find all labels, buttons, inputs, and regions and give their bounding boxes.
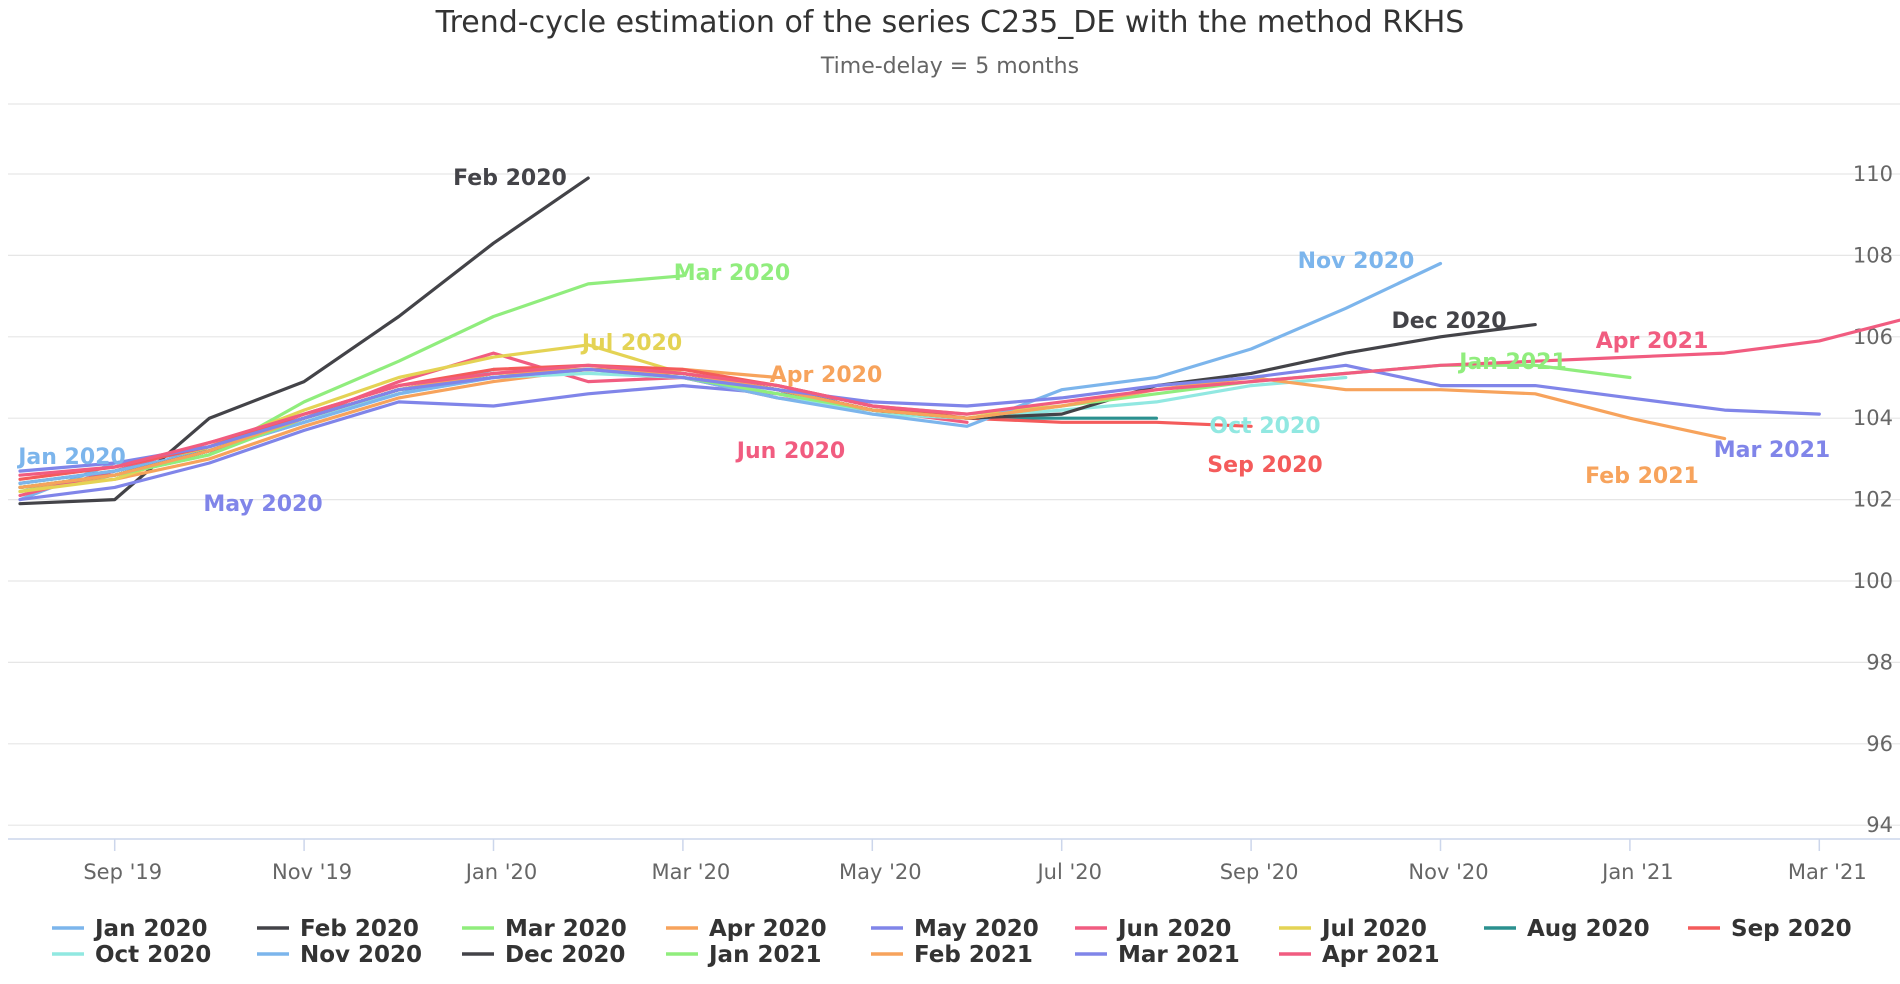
y-tick-label: 110 <box>1853 162 1893 186</box>
legend-item-sep-2020[interactable]: Sep 2020 <box>1688 916 1852 942</box>
series-label-nov-2020: Nov 2020 <box>1298 249 1415 274</box>
grid-lines <box>8 103 1900 840</box>
legend-label: May 2020 <box>914 916 1039 942</box>
legend-item-nov-2020[interactable]: Nov 2020 <box>257 942 422 968</box>
series-labels: Jan 2020 Feb 2020 Mar 2020 Apr 2020 May 2020… <box>16 166 1830 517</box>
x-axis-ticks: Sep '19 Nov '19 Jan '20 Mar '20 May '20 Jul '… <box>83 839 1867 884</box>
legend-item-mar-2021[interactable]: Mar 2021 <box>1075 942 1240 968</box>
series-label-sep-2020: Sep 2020 <box>1207 453 1322 478</box>
series-label-oct-2020: Oct 2020 <box>1209 414 1320 439</box>
series-line-apr-2021 <box>18 318 1900 477</box>
legend-label: Mar 2021 <box>1118 942 1240 968</box>
x-tick-label: Jul '20 <box>1035 860 1102 884</box>
y-tick-label: 96 <box>1866 732 1893 756</box>
y-tick-label: 108 <box>1853 243 1893 267</box>
legend-label: Apr 2020 <box>709 916 827 942</box>
legend-item-jul-2020[interactable]: Jul 2020 <box>1279 916 1427 942</box>
legend-item-mar-2020[interactable]: Mar 2020 <box>462 916 627 942</box>
series-label-may-2020: May 2020 <box>203 492 322 517</box>
x-tick-label: Nov '19 <box>272 860 352 884</box>
y-tick-label: 98 <box>1866 650 1893 674</box>
y-tick-label: 106 <box>1853 325 1893 349</box>
x-tick-label: Sep '19 <box>83 860 162 884</box>
y-tick-label: 94 <box>1866 813 1893 837</box>
legend: Jan 2020 Feb 2020 Mar 2020 Apr 2020 May 2020… <box>52 916 1852 968</box>
legend-label: Oct 2020 <box>95 942 211 968</box>
legend-item-jan-2020[interactable]: Jan 2020 <box>52 916 207 942</box>
legend-item-dec-2020[interactable]: Dec 2020 <box>462 942 625 968</box>
y-tick-label: 104 <box>1853 406 1893 430</box>
legend-label: Apr 2021 <box>1322 942 1440 968</box>
legend-label: Jul 2020 <box>1320 916 1427 942</box>
legend-item-jun-2020[interactable]: Jun 2020 <box>1075 916 1231 942</box>
legend-label: Feb 2020 <box>300 916 419 942</box>
series-label-mar-2020: Mar 2020 <box>674 261 790 286</box>
legend-item-may-2020[interactable]: May 2020 <box>871 916 1039 942</box>
series-label-apr-2020: Apr 2020 <box>770 363 883 388</box>
series-label-jun-2020: Jun 2020 <box>735 439 845 464</box>
x-tick-label: Jan '20 <box>464 860 538 884</box>
chart-title: Trend-cycle estimation of the series C23… <box>435 5 1465 40</box>
legend-label: Feb 2021 <box>914 942 1033 968</box>
series-label-jan-2020: Jan 2020 <box>16 445 126 470</box>
legend-label: Jan 2020 <box>93 916 207 942</box>
legend-label: Mar 2020 <box>505 916 627 942</box>
y-axis-ticks: 94 96 98 100 102 104 106 108 110 <box>1853 162 1893 837</box>
series-label-feb-2020: Feb 2020 <box>453 166 567 191</box>
series-label-jul-2020: Jul 2020 <box>580 331 682 356</box>
series-label-mar-2021: Mar 2021 <box>1714 438 1830 463</box>
series-label-jan-2021: Jan 2021 <box>1457 350 1567 375</box>
legend-label: Aug 2020 <box>1527 916 1650 942</box>
legend-item-oct-2020[interactable]: Oct 2020 <box>52 942 211 968</box>
y-tick-label: 100 <box>1853 569 1893 593</box>
legend-label: Jun 2020 <box>1116 916 1231 942</box>
y-tick-label: 102 <box>1853 488 1893 512</box>
x-tick-label: May '20 <box>839 860 922 884</box>
legend-label: Sep 2020 <box>1731 916 1852 942</box>
x-tick-label: Mar '21 <box>1788 860 1867 884</box>
legend-label: Dec 2020 <box>505 942 625 968</box>
series-line-may-2020 <box>18 384 874 502</box>
series-label-feb-2021: Feb 2021 <box>1585 464 1699 489</box>
legend-item-jan-2021[interactable]: Jan 2021 <box>666 942 821 968</box>
chart-subtitle: Time-delay = 5 months <box>820 54 1079 79</box>
x-tick-label: Mar '20 <box>652 860 731 884</box>
series-line-feb-2020 <box>18 176 590 506</box>
legend-item-apr-2020[interactable]: Apr 2020 <box>666 916 827 942</box>
legend-label: Jan 2021 <box>707 942 821 968</box>
series-label-apr-2021: Apr 2021 <box>1596 329 1709 354</box>
series-lines <box>18 176 1900 506</box>
legend-label: Nov 2020 <box>300 942 422 968</box>
x-tick-label: Sep '20 <box>1220 860 1299 884</box>
legend-item-feb-2021[interactable]: Feb 2021 <box>871 942 1033 968</box>
series-label-dec-2020: Dec 2020 <box>1391 309 1506 334</box>
series-line-aug-2020 <box>18 367 1159 485</box>
x-tick-label: Nov '20 <box>1408 860 1488 884</box>
legend-item-apr-2021[interactable]: Apr 2021 <box>1279 942 1440 968</box>
legend-item-aug-2020[interactable]: Aug 2020 <box>1484 916 1650 942</box>
legend-item-feb-2020[interactable]: Feb 2020 <box>257 916 419 942</box>
series-line-mar-2021 <box>18 363 1821 473</box>
x-tick-label: Jan '21 <box>1600 860 1674 884</box>
